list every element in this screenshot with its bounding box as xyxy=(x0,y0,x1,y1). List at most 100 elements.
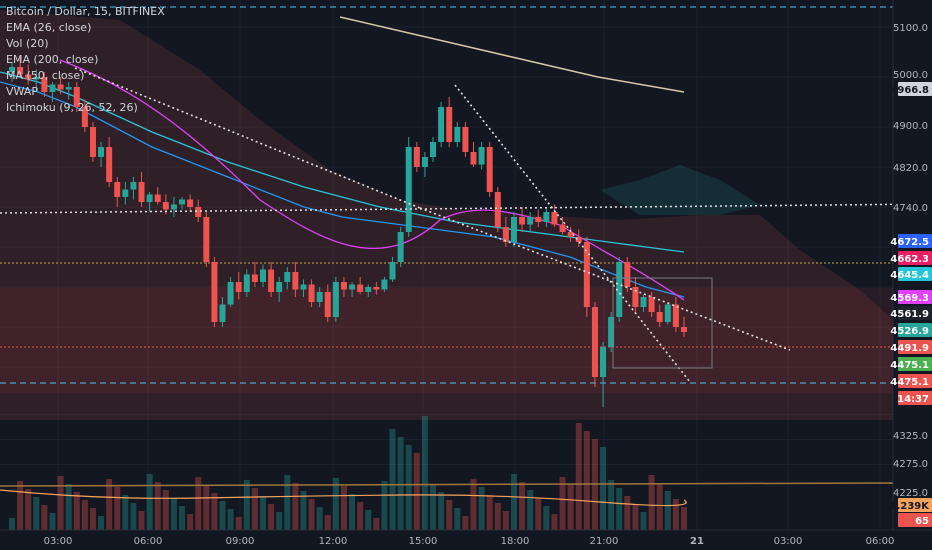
volume-bar xyxy=(170,498,177,530)
price-axis[interactable]: 5100.0 5000.0 4900.0 4820.0 4740.0 4325.0 4275… xyxy=(890,0,932,550)
candle-body xyxy=(316,292,323,302)
indicator-ema200-label[interactable]: EMA (200, close) xyxy=(6,53,99,66)
candle-body xyxy=(446,107,453,142)
candle-body xyxy=(170,204,177,210)
volume-bar xyxy=(349,494,356,530)
indicator-ichimoku-label[interactable]: Ichimoku (9, 26, 52, 26) xyxy=(6,101,138,114)
volume-bar xyxy=(502,511,509,530)
price-badge xyxy=(898,82,932,96)
price-badge-label: 4966.8 xyxy=(890,85,929,96)
volume-bar xyxy=(397,437,404,530)
candle-body xyxy=(203,217,210,262)
volume-bar xyxy=(438,492,445,530)
volume-bar xyxy=(454,508,461,530)
volume-bar xyxy=(138,511,145,530)
time-tick-label: 15:00 xyxy=(409,536,438,547)
symbol-title[interactable]: Bitcoin / Dollar, 15, BITFINEX xyxy=(6,5,165,18)
price-badge xyxy=(898,290,932,304)
volume-bar xyxy=(251,488,258,530)
grid xyxy=(0,0,893,530)
volume-bar xyxy=(421,416,428,530)
price-badge-label: 4569.3 xyxy=(890,293,929,304)
volume-bar xyxy=(600,447,607,530)
volume-bar xyxy=(25,489,32,530)
candle-body xyxy=(430,142,437,157)
chart-legend: Bitcoin / Dollar, 15, BITFINEX EMA (26, … xyxy=(6,4,165,116)
volume-bar xyxy=(624,496,631,530)
candle-body xyxy=(381,279,388,290)
volume-bar xyxy=(219,501,226,530)
volume-bar xyxy=(681,507,687,530)
volume-bar xyxy=(73,492,80,530)
candle-body xyxy=(502,227,509,242)
selection-box xyxy=(612,277,713,369)
indicator-ma50-label[interactable]: MA (50, close) xyxy=(6,69,85,82)
candle-body xyxy=(154,194,161,202)
volume-bar xyxy=(535,498,542,530)
volume-bar xyxy=(656,483,663,530)
price-tick-label: 5100.0 xyxy=(893,23,928,34)
indicator-vwap-label[interactable]: VWAP xyxy=(6,85,38,98)
candle-body xyxy=(583,242,590,307)
volume-bar xyxy=(211,493,218,530)
volume-bar xyxy=(203,485,210,530)
volume-bar xyxy=(324,515,331,530)
vwap-line xyxy=(59,59,685,301)
candle-body xyxy=(268,269,275,292)
indicator-vol-label[interactable]: Vol (20) xyxy=(6,37,49,50)
candle-body xyxy=(405,147,412,232)
candle-body xyxy=(624,262,631,287)
indicator-lines xyxy=(0,6,893,384)
volume-bar xyxy=(17,481,24,530)
candle-body xyxy=(438,107,445,142)
trendline-upper xyxy=(74,67,421,209)
volume-bar xyxy=(41,505,48,530)
volume-bar xyxy=(664,491,671,530)
volume-bar xyxy=(413,453,420,530)
candle-body xyxy=(284,272,291,282)
candle-body xyxy=(219,304,226,322)
candle-body xyxy=(324,292,331,317)
volume-ma-line xyxy=(0,489,687,507)
price-badge xyxy=(898,357,932,371)
candle-body xyxy=(510,217,517,242)
volume-bar xyxy=(300,491,307,530)
volume-bar xyxy=(276,512,283,530)
time-axis[interactable]: 03:00 06:00 09:00 12:00 15:00 18:00 21:00 21 03:… xyxy=(0,529,932,550)
volume-bar xyxy=(243,480,250,530)
volume-bar xyxy=(259,496,266,530)
candle-body xyxy=(543,212,550,222)
price-tick-label: 5000.0 xyxy=(893,70,928,81)
candle-body xyxy=(138,182,145,202)
volume-bar xyxy=(195,477,202,530)
candle-body xyxy=(681,327,687,332)
candle-body xyxy=(227,282,234,305)
price-badge xyxy=(898,391,932,405)
candle-body xyxy=(187,199,194,207)
volume-bar xyxy=(179,506,186,530)
candle-body xyxy=(25,74,32,80)
volume-bar xyxy=(33,497,40,530)
price-badge xyxy=(898,498,932,512)
volume-bar xyxy=(89,508,96,530)
candles xyxy=(9,57,687,407)
volume-bar xyxy=(486,495,493,530)
volume-bar xyxy=(543,506,550,530)
volume-bar xyxy=(357,502,364,530)
candle-body xyxy=(251,274,258,282)
price-badge xyxy=(898,374,932,388)
candle-body xyxy=(146,194,153,202)
price-badge-label: 4662.3 xyxy=(890,254,929,265)
price-badge-label: 4526.9 xyxy=(890,326,929,337)
candle-body xyxy=(672,304,679,327)
volume-bar xyxy=(430,484,437,530)
candle-body xyxy=(276,282,283,292)
trendline-lower xyxy=(419,207,791,351)
volume-bar xyxy=(478,487,485,530)
volume-bar xyxy=(462,516,469,530)
volume-bar xyxy=(227,509,234,530)
candle-body xyxy=(332,282,339,317)
indicator-ema26-label[interactable]: EMA (26, close) xyxy=(6,21,92,34)
candle-body xyxy=(340,282,347,290)
